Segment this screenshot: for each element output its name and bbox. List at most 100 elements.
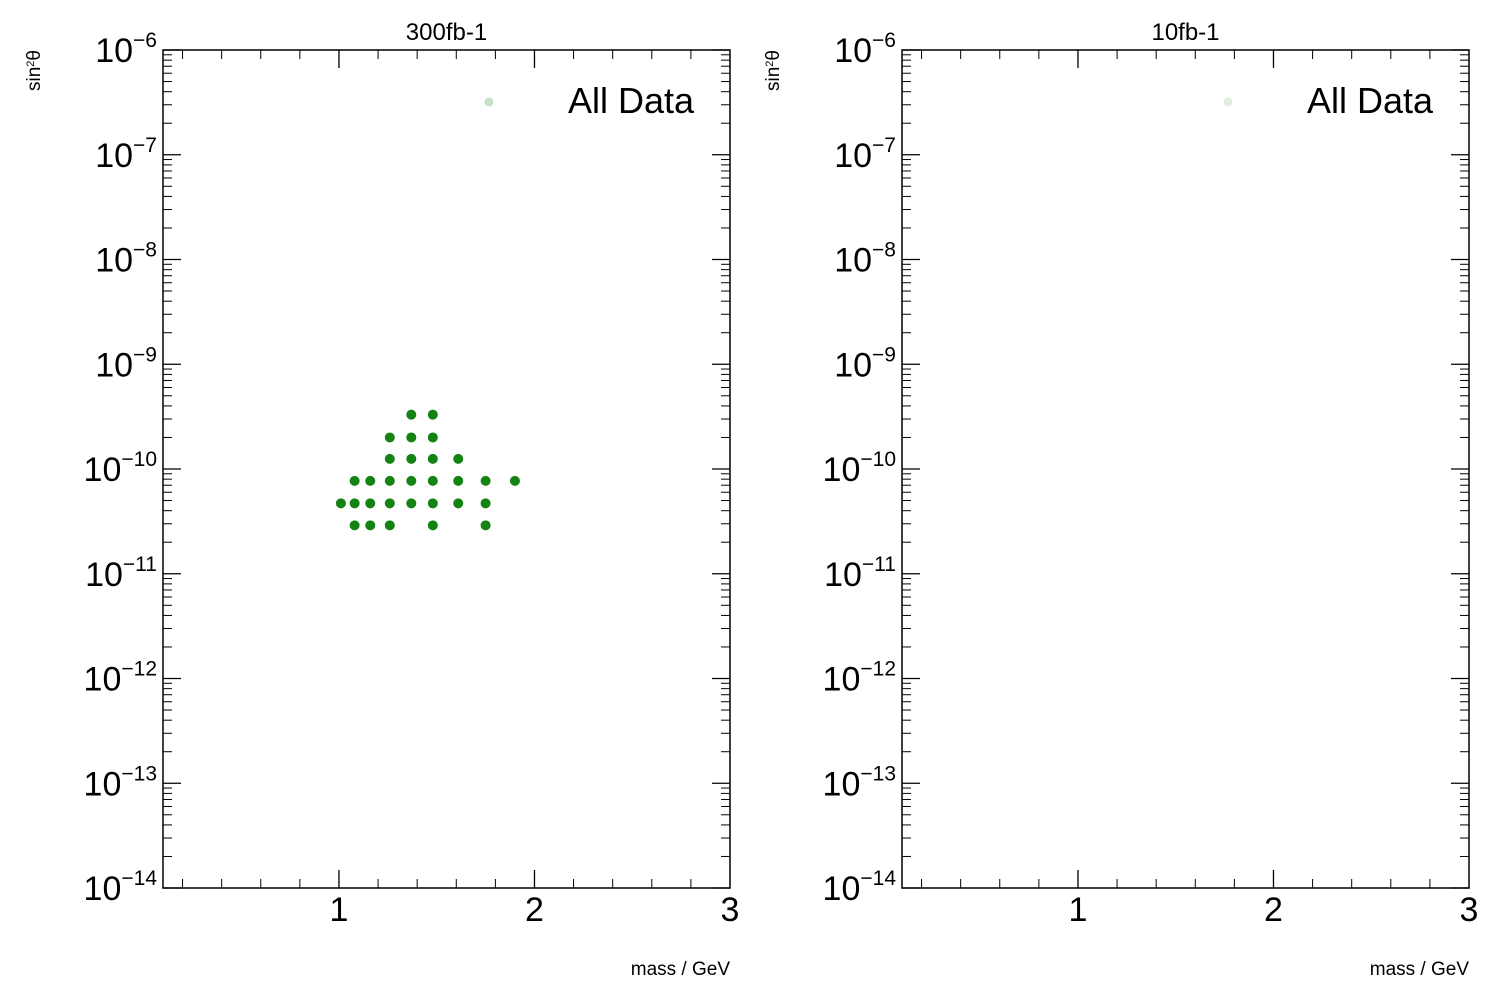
y-tick-base: 10 <box>824 556 862 594</box>
y-tick-base: 10 <box>834 346 872 384</box>
x-tick-label: 1 <box>1069 891 1088 929</box>
y-axis-title: sin2θ <box>24 50 45 91</box>
y-tick-label: 10−11 <box>824 553 896 594</box>
data-point <box>453 453 464 464</box>
y-axis-title-base: sin <box>24 67 45 91</box>
data-point <box>365 498 376 509</box>
data-point <box>453 475 464 486</box>
y-tick-base: 10 <box>834 242 872 280</box>
y-tick-exponent: −9 <box>872 343 896 366</box>
y-tick-exponent: −8 <box>872 239 896 262</box>
data-point <box>427 409 438 420</box>
data-point <box>427 520 438 531</box>
x-tick-label: 2 <box>525 891 544 929</box>
data-point <box>509 475 520 486</box>
plot-frame <box>901 49 1470 889</box>
y-axis-title-symbol: θ <box>24 50 45 61</box>
y-tick-exponent: −7 <box>872 134 896 157</box>
y-tick-base: 10 <box>84 451 122 489</box>
y-tick-base: 10 <box>823 451 861 489</box>
data-point <box>349 498 360 509</box>
data-point <box>406 475 417 486</box>
x-axis-title: mass / GeV <box>1370 959 1470 980</box>
y-tick-label: 10−13 <box>823 762 896 803</box>
y-tick-exponent: −12 <box>860 658 896 681</box>
y-tick-exponent: −11 <box>123 553 157 576</box>
legend-label: All Data <box>568 80 695 121</box>
y-axis-title: sin2θ <box>763 50 784 91</box>
data-point <box>427 453 438 464</box>
legend-label: All Data <box>1307 80 1434 121</box>
y-tick-label: 10−10 <box>84 448 157 489</box>
y-tick-label: 10−7 <box>834 134 896 175</box>
y-tick-exponent: −10 <box>860 448 896 471</box>
data-point <box>427 498 438 509</box>
plot-panel-1: 10−610−710−810−910−1010−1110−1210−1310−1… <box>763 19 1478 980</box>
data-point <box>384 520 395 531</box>
x-tick-label: 2 <box>1264 891 1283 929</box>
data-point <box>406 453 417 464</box>
data-point <box>406 432 417 443</box>
y-tick-base: 10 <box>823 765 861 803</box>
y-axis-title-base: sin <box>763 67 784 91</box>
legend: All Data <box>1223 80 1434 121</box>
data-point <box>384 453 395 464</box>
y-axis-title-exponent: 2 <box>764 61 776 67</box>
data-point <box>384 475 395 486</box>
y-tick-base: 10 <box>84 765 122 803</box>
y-tick-exponent: −8 <box>133 239 157 262</box>
y-tick-label: 10−9 <box>834 343 896 384</box>
data-point <box>335 498 346 509</box>
plot-title: 10fb-1 <box>1151 19 1219 46</box>
y-tick-exponent: −14 <box>121 867 157 890</box>
y-tick-label: 10−11 <box>85 553 157 594</box>
y-tick-base: 10 <box>823 661 861 699</box>
y-tick-base: 10 <box>84 870 122 908</box>
y-tick-base: 10 <box>85 556 123 594</box>
x-tick-label: 1 <box>330 891 349 929</box>
y-tick-label: 10−8 <box>834 239 896 280</box>
y-tick-base: 10 <box>834 137 872 175</box>
plot-title: 300fb-1 <box>406 19 487 46</box>
data-point <box>384 432 395 443</box>
data-point <box>453 498 464 509</box>
x-tick-label: 3 <box>721 891 740 929</box>
data-point <box>406 409 417 420</box>
data-point <box>427 432 438 443</box>
y-tick-label: 10−6 <box>834 29 896 70</box>
x-tick-label: 3 <box>1460 891 1479 929</box>
y-tick-exponent: −13 <box>121 762 157 785</box>
y-tick-base: 10 <box>834 32 872 70</box>
y-tick-exponent: −6 <box>872 29 896 52</box>
y-tick-exponent: −7 <box>133 134 157 157</box>
y-tick-base: 10 <box>95 32 133 70</box>
legend-marker <box>484 97 494 107</box>
y-axis-title-exponent: 2 <box>25 61 37 67</box>
y-tick-base: 10 <box>95 346 133 384</box>
y-tick-base: 10 <box>95 242 133 280</box>
data-point <box>349 475 360 486</box>
plot-panel-0: 10−610−710−810−910−1010−1110−1210−1310−1… <box>24 19 739 980</box>
data-point <box>427 475 438 486</box>
data-point <box>384 498 395 509</box>
y-tick-label: 10−9 <box>95 343 157 384</box>
y-axis-title-symbol: θ <box>763 50 784 61</box>
data-point <box>480 498 491 509</box>
legend-marker <box>1223 97 1233 107</box>
y-tick-exponent: −10 <box>121 448 157 471</box>
y-tick-base: 10 <box>95 137 133 175</box>
y-tick-label: 10−6 <box>95 29 157 70</box>
y-tick-exponent: −6 <box>133 29 157 52</box>
data-point <box>480 475 491 486</box>
y-tick-label: 10−8 <box>95 239 157 280</box>
y-tick-label: 10−10 <box>823 448 896 489</box>
y-tick-label: 10−12 <box>84 658 157 699</box>
y-tick-exponent: −12 <box>121 658 157 681</box>
data-point <box>365 475 376 486</box>
y-tick-label: 10−13 <box>84 762 157 803</box>
y-tick-label: 10−7 <box>95 134 157 175</box>
x-axis-title: mass / GeV <box>631 959 731 980</box>
y-tick-label: 10−12 <box>823 658 896 699</box>
y-tick-exponent: −14 <box>860 867 896 890</box>
